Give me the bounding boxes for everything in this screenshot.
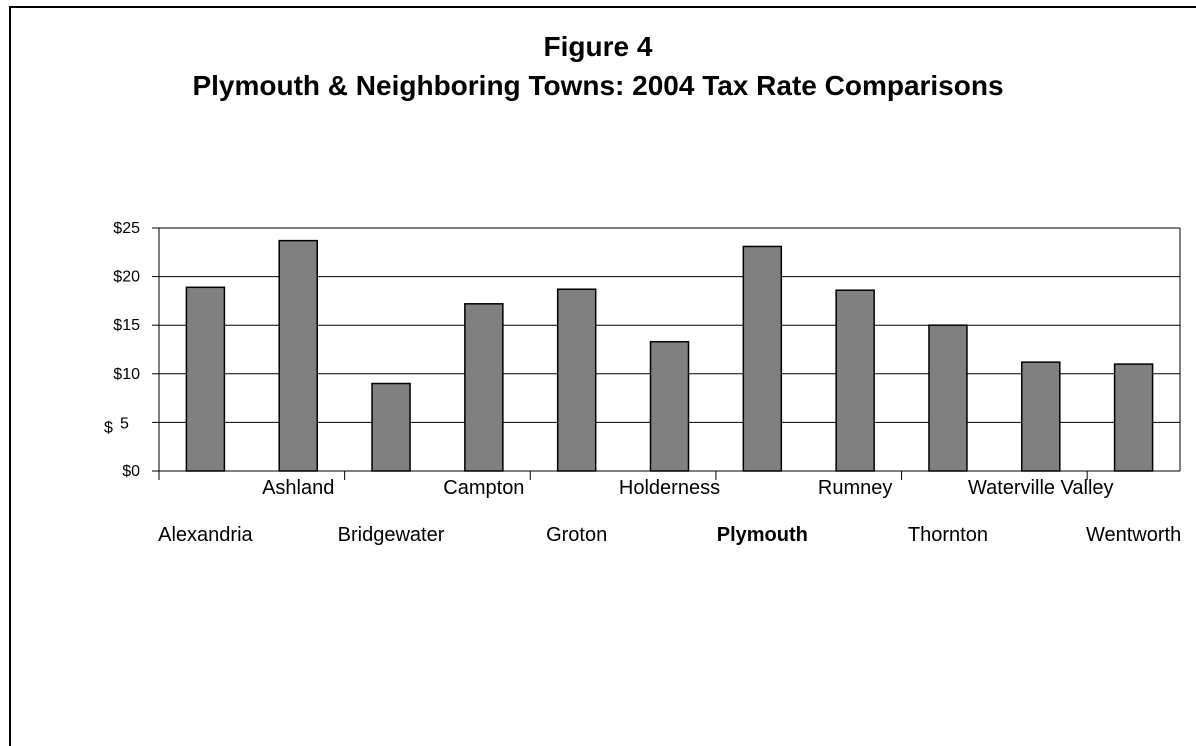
y-tick-label: $0 [122, 463, 140, 480]
y-tick-label: $10 [113, 366, 140, 383]
x-category-label: Bridgewater [338, 524, 445, 546]
x-category-label: Ashland [262, 477, 334, 499]
gridlines [159, 227, 1180, 423]
chart-frame [9, 6, 1196, 746]
y-tick-label: $25 [113, 220, 140, 237]
bar [371, 382, 411, 472]
x-category-label: Groton [546, 524, 607, 546]
x-category-label: Waterville Valley [968, 477, 1114, 499]
bar [185, 286, 226, 472]
x-category-label: Holderness [619, 477, 720, 499]
y-tick-label: $15 [113, 317, 140, 334]
bar [928, 324, 968, 472]
x-category-label: Thornton [908, 524, 988, 546]
bar [835, 289, 875, 472]
bar [556, 288, 597, 472]
x-category-label: Rumney [818, 477, 892, 499]
x-category-label: Alexandria [158, 524, 253, 546]
bar [278, 239, 318, 472]
bar [1021, 361, 1061, 472]
y-axis-dollar-glyph: $ [104, 419, 113, 436]
figure-subtitle: Plymouth & Neighboring Towns: 2004 Tax R… [192, 70, 1004, 101]
bars [185, 239, 1154, 472]
axes [152, 227, 1181, 480]
x-category-label: Plymouth [717, 524, 808, 546]
x-category-labels: Alexandria Ashland Bridgewater Campton Groto… [158, 477, 1181, 546]
figure-title: Figure 4 [543, 31, 653, 62]
bar [464, 303, 504, 472]
x-category-label: Campton [443, 477, 524, 499]
bar [649, 340, 690, 472]
y-tick-label: $20 [113, 269, 140, 286]
bar [742, 245, 783, 472]
bar [1113, 363, 1154, 472]
y-tick-labels: $0 $ 5 $10 $15 $20 $25 [104, 220, 140, 480]
y-tick-label: 5 [120, 415, 129, 432]
x-category-label: Wentworth [1086, 524, 1181, 546]
bar-chart: $0 $ 5 $10 $15 $20 $25 Alexandria Ashland Bridge… [104, 220, 1181, 546]
